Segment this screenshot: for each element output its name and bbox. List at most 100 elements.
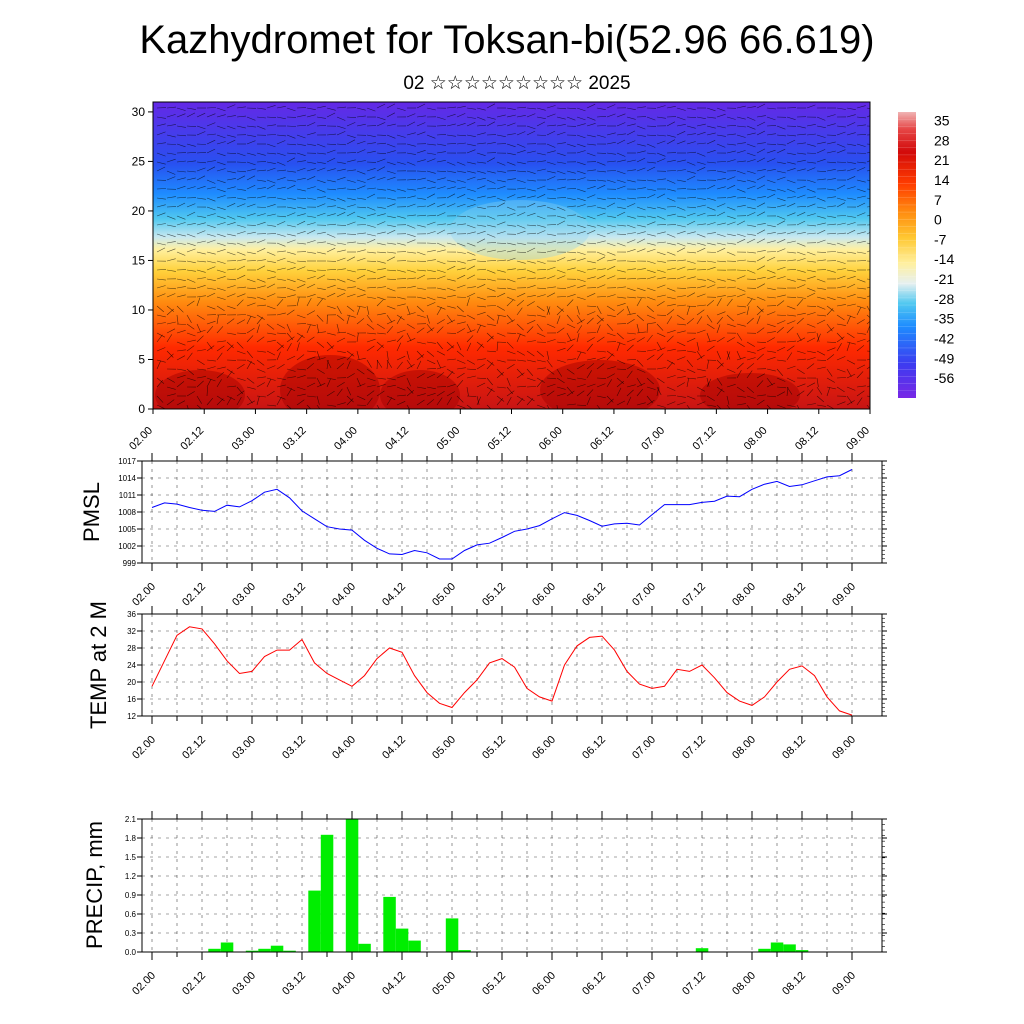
wind-barb [526, 295, 536, 298]
wind-barb [806, 312, 816, 316]
wind-barb [656, 241, 666, 244]
wind-barb [426, 214, 437, 217]
wind-barb [206, 377, 216, 382]
wind-barb [506, 287, 516, 291]
wind-barb [296, 188, 306, 192]
wind-barb [736, 350, 741, 360]
wind-barb [806, 232, 816, 235]
wind-barb [366, 286, 377, 289]
wind-barb [406, 161, 416, 166]
wind-barb [456, 395, 464, 403]
wind-barb [186, 345, 195, 352]
wind-barb [376, 251, 387, 254]
wind-barb [466, 215, 476, 220]
wind-barb [856, 116, 867, 119]
wind-barb [316, 203, 326, 208]
wind-barb [716, 386, 725, 393]
wind-barb [366, 384, 376, 388]
wind-barb [206, 107, 217, 109]
wind-barb [606, 305, 615, 312]
wind-barb [726, 221, 736, 226]
wind-barb [656, 300, 665, 307]
wind-barb [696, 152, 706, 157]
wind-barb [346, 122, 356, 127]
wind-barb [476, 323, 486, 328]
wind-barb [296, 177, 306, 181]
wind-barb [396, 316, 402, 325]
wind-barb [796, 185, 806, 190]
wind-barb [196, 376, 206, 379]
wind-barb [526, 170, 536, 174]
wind-barb [586, 205, 596, 208]
wind-barb [716, 404, 722, 409]
wind-barb [826, 223, 837, 226]
wind-barb [796, 194, 806, 199]
wind-barb [686, 350, 696, 353]
heatmap-xtick-label: 02.00 [127, 425, 155, 453]
ytick-label: 1008 [118, 508, 136, 517]
wind-barb [206, 224, 216, 228]
wind-barb [536, 121, 546, 127]
wind-barb [496, 359, 506, 363]
wind-barb [766, 323, 776, 327]
wind-barb [486, 242, 497, 244]
wind-barb [736, 150, 746, 154]
wind-barb [526, 247, 536, 253]
wind-barb [266, 233, 277, 235]
heatmap-xtick-label: 04.00 [332, 425, 360, 453]
wind-barb [596, 179, 606, 182]
wind-barb [196, 349, 206, 352]
precip-panel: 2.11.81.51.20.90.60.30.002.00 02.12 03.00 0… [82, 811, 887, 998]
wind-barb [246, 302, 256, 307]
wind-barb [416, 274, 426, 280]
wind-barb [256, 382, 265, 388]
wind-barb [286, 336, 295, 343]
wind-barb [686, 377, 697, 380]
wind-barb [306, 143, 316, 146]
wind-barb [296, 167, 306, 172]
wind-barb [736, 403, 746, 406]
wind-barb [626, 312, 636, 316]
wind-barb [766, 404, 772, 409]
wind-barb [446, 222, 456, 226]
wind-barb [746, 233, 756, 236]
wind-barb [216, 366, 226, 370]
colorbar-label: -56 [934, 370, 954, 386]
xtick-label: 07.12 [680, 734, 708, 762]
wind-barb [746, 341, 755, 347]
wind-barb [166, 350, 174, 358]
wind-barb [206, 122, 216, 127]
wind-barb [466, 122, 476, 127]
wind-barb [206, 266, 216, 271]
wind-barb [656, 341, 662, 350]
wind-barb [466, 342, 472, 352]
wind-barb [186, 233, 196, 238]
wind-barb [326, 168, 336, 172]
wind-barb [156, 377, 165, 384]
wind-barb [846, 332, 855, 339]
wind-barb [556, 215, 566, 219]
wind-barb [736, 332, 743, 341]
heatmap-xtick-label: 02.12 [178, 425, 206, 453]
wind-barb [446, 397, 452, 406]
xtick-label: 02.00 [130, 970, 158, 998]
wind-barb [356, 140, 366, 145]
wind-barb [656, 323, 664, 331]
wind-barb [476, 152, 486, 156]
wind-barb [216, 215, 226, 219]
wind-barb [466, 242, 476, 247]
wind-barb [456, 267, 466, 271]
wind-barb [356, 368, 365, 375]
wind-barb [736, 259, 746, 262]
wind-barb [386, 384, 396, 388]
wind-barb [166, 114, 176, 118]
wind-barb [376, 221, 386, 226]
wind-barb [186, 352, 193, 361]
wind-barb [426, 193, 436, 199]
wind-barb [156, 233, 166, 238]
wind-barb [706, 251, 717, 253]
wind-barb [696, 329, 706, 334]
wind-barb [486, 103, 496, 109]
wind-barb [226, 285, 236, 289]
wind-barb [196, 125, 206, 130]
